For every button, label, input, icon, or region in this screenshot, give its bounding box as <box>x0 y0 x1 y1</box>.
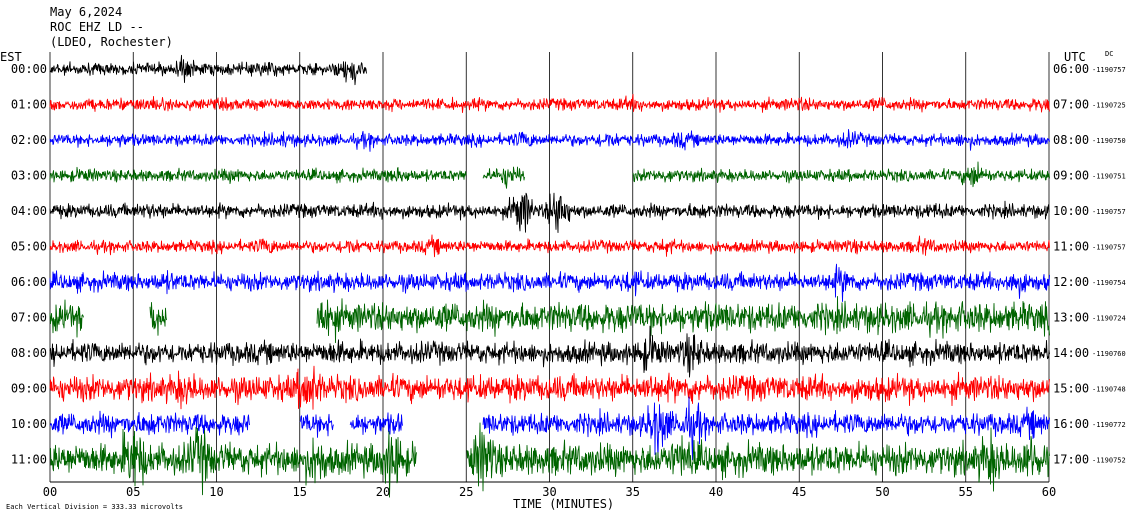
x-tick-label: 25 <box>459 485 473 499</box>
utc-hour-label: 17:00 <box>1053 453 1089 467</box>
est-hour-label: 03:00 <box>11 169 47 183</box>
utc-hour-label: 14:00 <box>1053 346 1089 360</box>
x-tick-label: 15 <box>293 485 307 499</box>
seismic-trace <box>49 296 1050 344</box>
seismic-trace <box>49 54 367 86</box>
est-hour-label: 08:00 <box>11 346 47 360</box>
seismic-trace <box>49 234 1050 258</box>
seismic-trace <box>49 365 1050 410</box>
dc-offset-label: -1190752 <box>1092 457 1126 465</box>
dc-offset-label: -1190757 <box>1092 66 1126 74</box>
utc-hour-label: 15:00 <box>1053 382 1089 396</box>
dc-offset-label: -1190724 <box>1092 315 1126 323</box>
x-tick-label: 00 <box>43 485 57 499</box>
seismic-trace <box>49 263 1050 302</box>
network-label: (LDEO, Rochester) <box>50 35 173 49</box>
dc-offset-label: -1190751 <box>1092 173 1126 181</box>
seismic-trace <box>49 422 1050 498</box>
utc-hour-label: 07:00 <box>1053 98 1089 112</box>
est-hour-label: 01:00 <box>11 98 47 112</box>
dc-offset-label: -1190754 <box>1092 279 1126 287</box>
utc-hour-label: 13:00 <box>1053 311 1089 325</box>
utc-hour-label: 06:00 <box>1053 62 1089 76</box>
utc-hour-label: 16:00 <box>1053 417 1089 431</box>
dc-offset-label: -1190760 <box>1092 350 1126 358</box>
utc-zone-label: UTC <box>1064 50 1086 64</box>
x-axis-title: TIME (MINUTES) <box>513 497 614 511</box>
x-tick-label: 60 <box>1042 485 1056 499</box>
seismic-trace <box>49 325 1050 378</box>
est-hour-label: 06:00 <box>11 275 47 289</box>
est-hour-label: 00:00 <box>11 62 47 76</box>
seismic-trace <box>49 93 1050 114</box>
est-hour-label: 07:00 <box>11 311 47 325</box>
est-hour-labels: 00:00 01:00 02:00 03:00 04:00 05:00 06:00 07:00… <box>11 62 47 467</box>
dc-label: DC <box>1105 50 1113 58</box>
traces <box>49 54 1050 498</box>
x-tick-label: 35 <box>626 485 640 499</box>
est-hour-label: 10:00 <box>11 417 47 431</box>
x-tick-label: 50 <box>875 485 889 499</box>
seismic-trace <box>49 129 1050 152</box>
dc-offset-label: -1190757 <box>1092 244 1126 252</box>
utc-hour-label: 09:00 <box>1053 169 1089 183</box>
est-hour-label: 11:00 <box>11 453 47 467</box>
dc-offset-label: -1190725 <box>1092 102 1126 110</box>
x-tick-label: 55 <box>959 485 973 499</box>
utc-hour-label: 08:00 <box>1053 133 1089 147</box>
seismic-trace <box>49 192 1050 233</box>
dc-offset-label: -1190772 <box>1092 421 1126 429</box>
x-tick-label: 30 <box>542 485 556 499</box>
x-tick-label: 40 <box>709 485 723 499</box>
utc-hour-label: 12:00 <box>1053 275 1089 289</box>
x-tick-label: 20 <box>376 485 390 499</box>
dc-offset-label: -1190757 <box>1092 208 1126 216</box>
est-hour-label: 02:00 <box>11 133 47 147</box>
scale-note: Each Vertical Division = 333.33 microvol… <box>6 503 183 511</box>
x-tick-label: 05 <box>126 485 140 499</box>
dc-offset-label: -1190750 <box>1092 137 1126 145</box>
date-label: May 6,2024 <box>50 5 122 19</box>
x-tick-label: 10 <box>209 485 223 499</box>
dc-offset-label: -1190748 <box>1092 386 1126 394</box>
utc-hour-label: 11:00 <box>1053 240 1089 254</box>
seismic-trace <box>49 161 1050 189</box>
est-zone-label: EST <box>0 50 22 64</box>
est-hour-label: 04:00 <box>11 204 47 218</box>
x-tick-label: 45 <box>792 485 806 499</box>
x-tick-labels: 00 05 10 15 20 25 30 35 40 45 50 55 60 <box>43 485 1056 499</box>
est-hour-label: 05:00 <box>11 240 47 254</box>
utc-hour-label: 10:00 <box>1053 204 1089 218</box>
station-label: ROC EHZ LD -- <box>50 20 144 34</box>
grid-lines <box>49 52 1050 483</box>
seismic-trace <box>49 396 1050 461</box>
est-hour-label: 09:00 <box>11 382 47 396</box>
